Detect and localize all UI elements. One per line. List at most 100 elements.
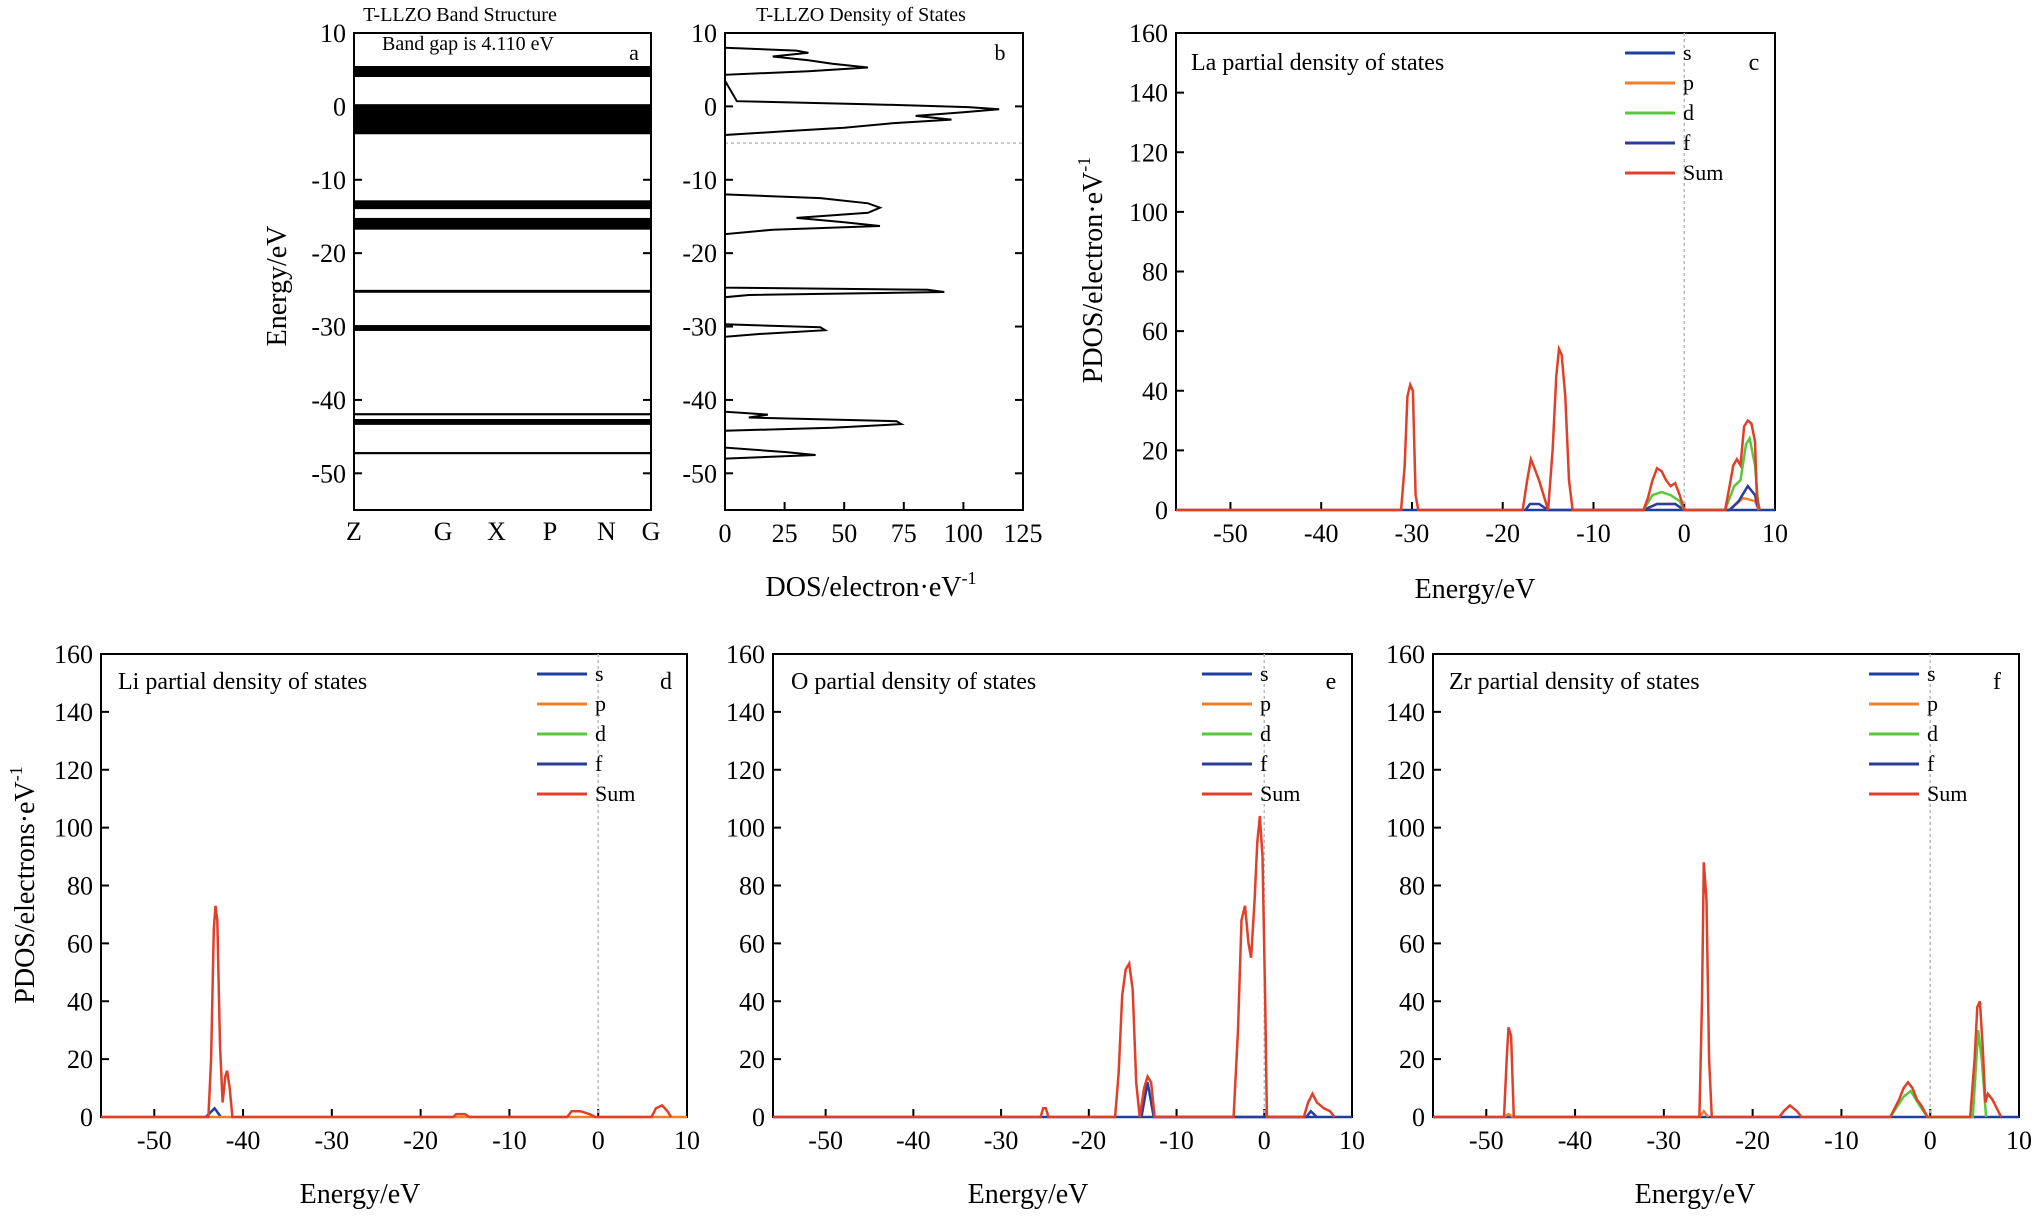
x-tick-label-f-3: -20 xyxy=(1735,1126,1770,1155)
li-energy-axis-label: Energy/eV xyxy=(300,1179,421,1210)
x-tick-label-e-4: -10 xyxy=(1159,1126,1194,1155)
x-tick-label-f-1: -40 xyxy=(1558,1126,1593,1155)
x-tick-label-b-2: 50 xyxy=(831,519,857,548)
x-tick-label-b-3: 75 xyxy=(891,519,917,548)
legend-label-d-s: s xyxy=(595,661,604,686)
pdos-series-f-Sum xyxy=(1433,862,2003,1119)
band-structure-plot: 100-10-20-30-40-50Z G X P N G xyxy=(311,19,660,546)
y-tick-label-a-1: 0 xyxy=(333,92,346,121)
zr-pdos-plot: 0 20 40 60 80 100 120 140 160 -50 -40 -30 -20 -10 0 10 s… xyxy=(1386,640,2032,1155)
zr-pdos-panel: Zr partial density of states f Energy/eV… xyxy=(1386,640,2032,1210)
x-tick-label-e-3: -20 xyxy=(1071,1126,1106,1155)
legend-label-e-f: f xyxy=(1260,751,1268,776)
pdos-series-c-f xyxy=(1524,483,1760,512)
k-point-label-2: X xyxy=(487,517,506,546)
y-tick-label-f-6: 120 xyxy=(1386,756,1425,785)
energy-band-5 xyxy=(354,325,651,331)
legend-label-e-d: d xyxy=(1260,721,1271,746)
y-tick-label-c-7: 140 xyxy=(1129,79,1168,108)
energy-band-4 xyxy=(354,289,651,293)
y-tick-label-a-2: -10 xyxy=(311,166,346,195)
y-tick-label-f-5: 100 xyxy=(1386,814,1425,843)
y-tick-label-c-3: 60 xyxy=(1142,317,1168,346)
band-energy-axis-label: Energy/eV xyxy=(262,226,293,347)
dos-curve xyxy=(724,46,1000,460)
y-tick-label-b-5: -40 xyxy=(682,386,717,415)
x-tick-label-d-3: -20 xyxy=(403,1126,438,1155)
y-tick-label-c-5: 100 xyxy=(1129,198,1168,227)
x-tick-label-d-6: 10 xyxy=(674,1126,700,1155)
y-tick-label-e-3: 60 xyxy=(739,929,765,958)
y-tick-label-c-0: 0 xyxy=(1155,496,1168,525)
legend-label-f-f: f xyxy=(1927,751,1935,776)
panel-b-title: T-LLZO Density of States xyxy=(756,4,966,26)
panel-f-title: Zr partial density of states xyxy=(1449,669,1700,695)
la-pdos-panel: La partial density of states c PDOS/elec… xyxy=(1074,19,1788,605)
y-tick-label-d-2: 40 xyxy=(67,987,93,1016)
legend-label-f-d: d xyxy=(1927,721,1938,746)
pdos-series-e-Sum xyxy=(773,815,1336,1119)
k-point-label-5: G xyxy=(642,517,661,546)
y-tick-label-f-0: 0 xyxy=(1412,1103,1425,1132)
energy-band-7 xyxy=(354,419,651,425)
band-structure-panel: T-LLZO Band Structure Band gap is 4.110 … xyxy=(262,4,660,546)
y-tick-label-c-8: 160 xyxy=(1129,19,1168,48)
legend-label-c-f: f xyxy=(1683,130,1691,155)
energy-band-1 xyxy=(354,104,651,135)
legend-label-d-Sum: Sum xyxy=(595,781,635,806)
legend-label-f-p: p xyxy=(1927,691,1938,716)
energy-band-6 xyxy=(354,413,651,416)
y-tick-label-e-0: 0 xyxy=(752,1103,765,1132)
y-tick-label-c-6: 120 xyxy=(1129,138,1168,167)
panel-e-letter: e xyxy=(1326,669,1337,695)
x-tick-label-f-5: 0 xyxy=(1924,1126,1937,1155)
y-tick-label-c-4: 80 xyxy=(1142,258,1168,287)
y-tick-label-b-0: 10 xyxy=(691,19,717,48)
legend-label-d-p: p xyxy=(595,691,606,716)
panel-e-title: O partial density of states xyxy=(791,669,1036,695)
y-tick-label-d-5: 100 xyxy=(54,814,93,843)
li-pdos-plot: 0 20 40 60 80 100 120 140 160 -50 -40 -30 -20 -10 0 10 s… xyxy=(54,640,700,1155)
band-gap-annotation: Band gap is 4.110 eV xyxy=(382,33,555,55)
panel-a-title: T-LLZO Band Structure xyxy=(363,4,557,26)
x-tick-label-e-6: 10 xyxy=(1339,1126,1365,1155)
y-tick-label-f-8: 160 xyxy=(1386,640,1425,669)
y-tick-label-e-4: 80 xyxy=(739,872,765,901)
y-tick-label-b-6: -50 xyxy=(682,459,717,488)
y-tick-label-e-2: 40 xyxy=(739,987,765,1016)
legend-label-d-f: f xyxy=(595,751,603,776)
y-tick-label-d-8: 160 xyxy=(54,640,93,669)
o-pdos-panel: O partial density of states e Energy/eV … xyxy=(726,640,1365,1210)
la-pdos-plot: 0 20 40 60 80 100 120 140 160 -50 -40 -30 -20 -10 0 10 s… xyxy=(1129,19,1788,548)
y-tick-label-a-4: -30 xyxy=(311,313,346,342)
x-tick-label-b-5: 125 xyxy=(1004,519,1043,548)
y-tick-label-e-7: 140 xyxy=(726,698,765,727)
y-tick-label-d-1: 20 xyxy=(67,1045,93,1074)
y-tick-label-c-1: 20 xyxy=(1142,436,1168,465)
y-tick-label-d-4: 80 xyxy=(67,872,93,901)
x-tick-label-d-4: -10 xyxy=(492,1126,527,1155)
li-pdos-panel: Li partial density of states d PDOS/elec… xyxy=(6,640,700,1210)
y-tick-label-f-7: 140 xyxy=(1386,698,1425,727)
panel-b-letter: b xyxy=(995,40,1006,65)
energy-band-2 xyxy=(354,200,651,210)
legend-label-f-Sum: Sum xyxy=(1927,781,1967,806)
y-tick-label-d-6: 120 xyxy=(54,756,93,785)
panel-d-title: Li partial density of states xyxy=(118,669,367,695)
x-tick-label-c-3: -20 xyxy=(1485,519,1520,548)
x-tick-label-d-0: -50 xyxy=(137,1126,172,1155)
o-pdos-plot: 0 20 40 60 80 100 120 140 160 -50 -40 -30 -20 -10 0 10 s… xyxy=(726,640,1365,1155)
x-tick-label-b-0: 0 xyxy=(719,519,732,548)
total-dos-panel: T-LLZO Density of States b DOS/electron·… xyxy=(682,4,1042,603)
legend-label-c-p: p xyxy=(1683,70,1694,95)
y-tick-label-b-2: -10 xyxy=(682,166,717,195)
energy-band-3 xyxy=(354,217,651,230)
legend-label-c-d: d xyxy=(1683,100,1694,125)
x-tick-label-f-4: -10 xyxy=(1824,1126,1859,1155)
x-tick-label-b-1: 25 xyxy=(772,519,798,548)
y-tick-label-e-8: 160 xyxy=(726,640,765,669)
k-point-label-0: Z xyxy=(346,517,362,546)
x-tick-label-e-5: 0 xyxy=(1258,1126,1271,1155)
x-tick-label-f-6: 10 xyxy=(2006,1126,2032,1155)
